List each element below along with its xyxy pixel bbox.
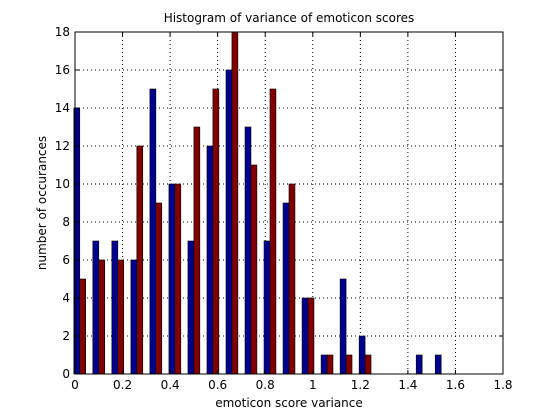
y-tick-label: 4 [62, 291, 70, 305]
bar-series-1 [282, 202, 290, 375]
bars [73, 31, 442, 375]
chart-title: Histogram of variance of emoticon scores [164, 11, 415, 25]
bar-series-2 [364, 354, 372, 375]
y-tick-label: 16 [55, 63, 70, 77]
bar-series-1 [225, 69, 233, 375]
bar-series-1 [92, 240, 100, 375]
x-tick-label: 0.4 [161, 378, 180, 392]
bar-series-1 [358, 335, 366, 375]
y-tick-label: 8 [62, 215, 70, 229]
bar-series-2 [345, 354, 353, 375]
y-axis-label: number of occurances [35, 136, 49, 270]
plot-frame [74, 31, 504, 375]
bar-series-1 [301, 297, 309, 375]
bar-series-1 [187, 240, 195, 375]
x-tick-label: 0 [71, 378, 79, 392]
bar-series-2 [117, 259, 125, 375]
bar-series-2 [212, 88, 220, 375]
y-tick-label: 12 [55, 139, 70, 153]
bar-series-2 [231, 31, 239, 375]
bar-series-2 [98, 259, 106, 375]
x-tick-label: 0.8 [256, 378, 275, 392]
bar-series-2 [250, 164, 258, 375]
bar-series-2 [174, 183, 182, 375]
bar-series-1 [434, 354, 442, 375]
bar-series-1 [244, 126, 252, 375]
bar-series-1 [149, 88, 157, 375]
grid [75, 32, 503, 374]
bar-series-1 [168, 183, 176, 375]
bar-series-1 [206, 145, 214, 375]
bar-series-1 [415, 354, 423, 375]
y-tick-label: 14 [55, 101, 70, 115]
bar-series-2 [136, 145, 144, 375]
bar-series-2 [269, 88, 277, 375]
bar-series-1 [130, 259, 138, 375]
x-tick-label: 1.2 [351, 378, 370, 392]
x-tick-label: 0.2 [113, 378, 132, 392]
axis-ticks: 0 0.2 0.4 0.6 0.8 1 1.2 1.4 1.6 1.8 0 2 4 6 8 10 12 14 16 1… [55, 25, 513, 392]
x-tick-label: 0.6 [208, 378, 227, 392]
bar-series-2 [79, 278, 86, 375]
x-axis-label: emoticon score variance [215, 396, 363, 410]
y-tick-label: 10 [55, 177, 70, 191]
bar-series-2 [307, 297, 315, 375]
bar-series-1 [320, 354, 328, 375]
bar-series-2 [155, 202, 163, 375]
bar-series-1 [263, 240, 271, 375]
y-tick-label: 6 [62, 253, 70, 267]
x-tick-label: 1.6 [446, 378, 465, 392]
bar-series-2 [193, 126, 201, 375]
x-tick-label: 1.8 [493, 378, 512, 392]
bar-series-1 [111, 240, 119, 375]
bar-series-2 [288, 183, 296, 375]
x-tick-label: 1 [309, 378, 317, 392]
bar-series-2 [326, 354, 334, 375]
y-tick-label: 0 [62, 367, 70, 381]
y-tick-label: 2 [62, 329, 70, 343]
x-tick-label: 1.4 [398, 378, 417, 392]
bar-series-1 [339, 278, 347, 375]
y-tick-label: 18 [55, 25, 70, 39]
